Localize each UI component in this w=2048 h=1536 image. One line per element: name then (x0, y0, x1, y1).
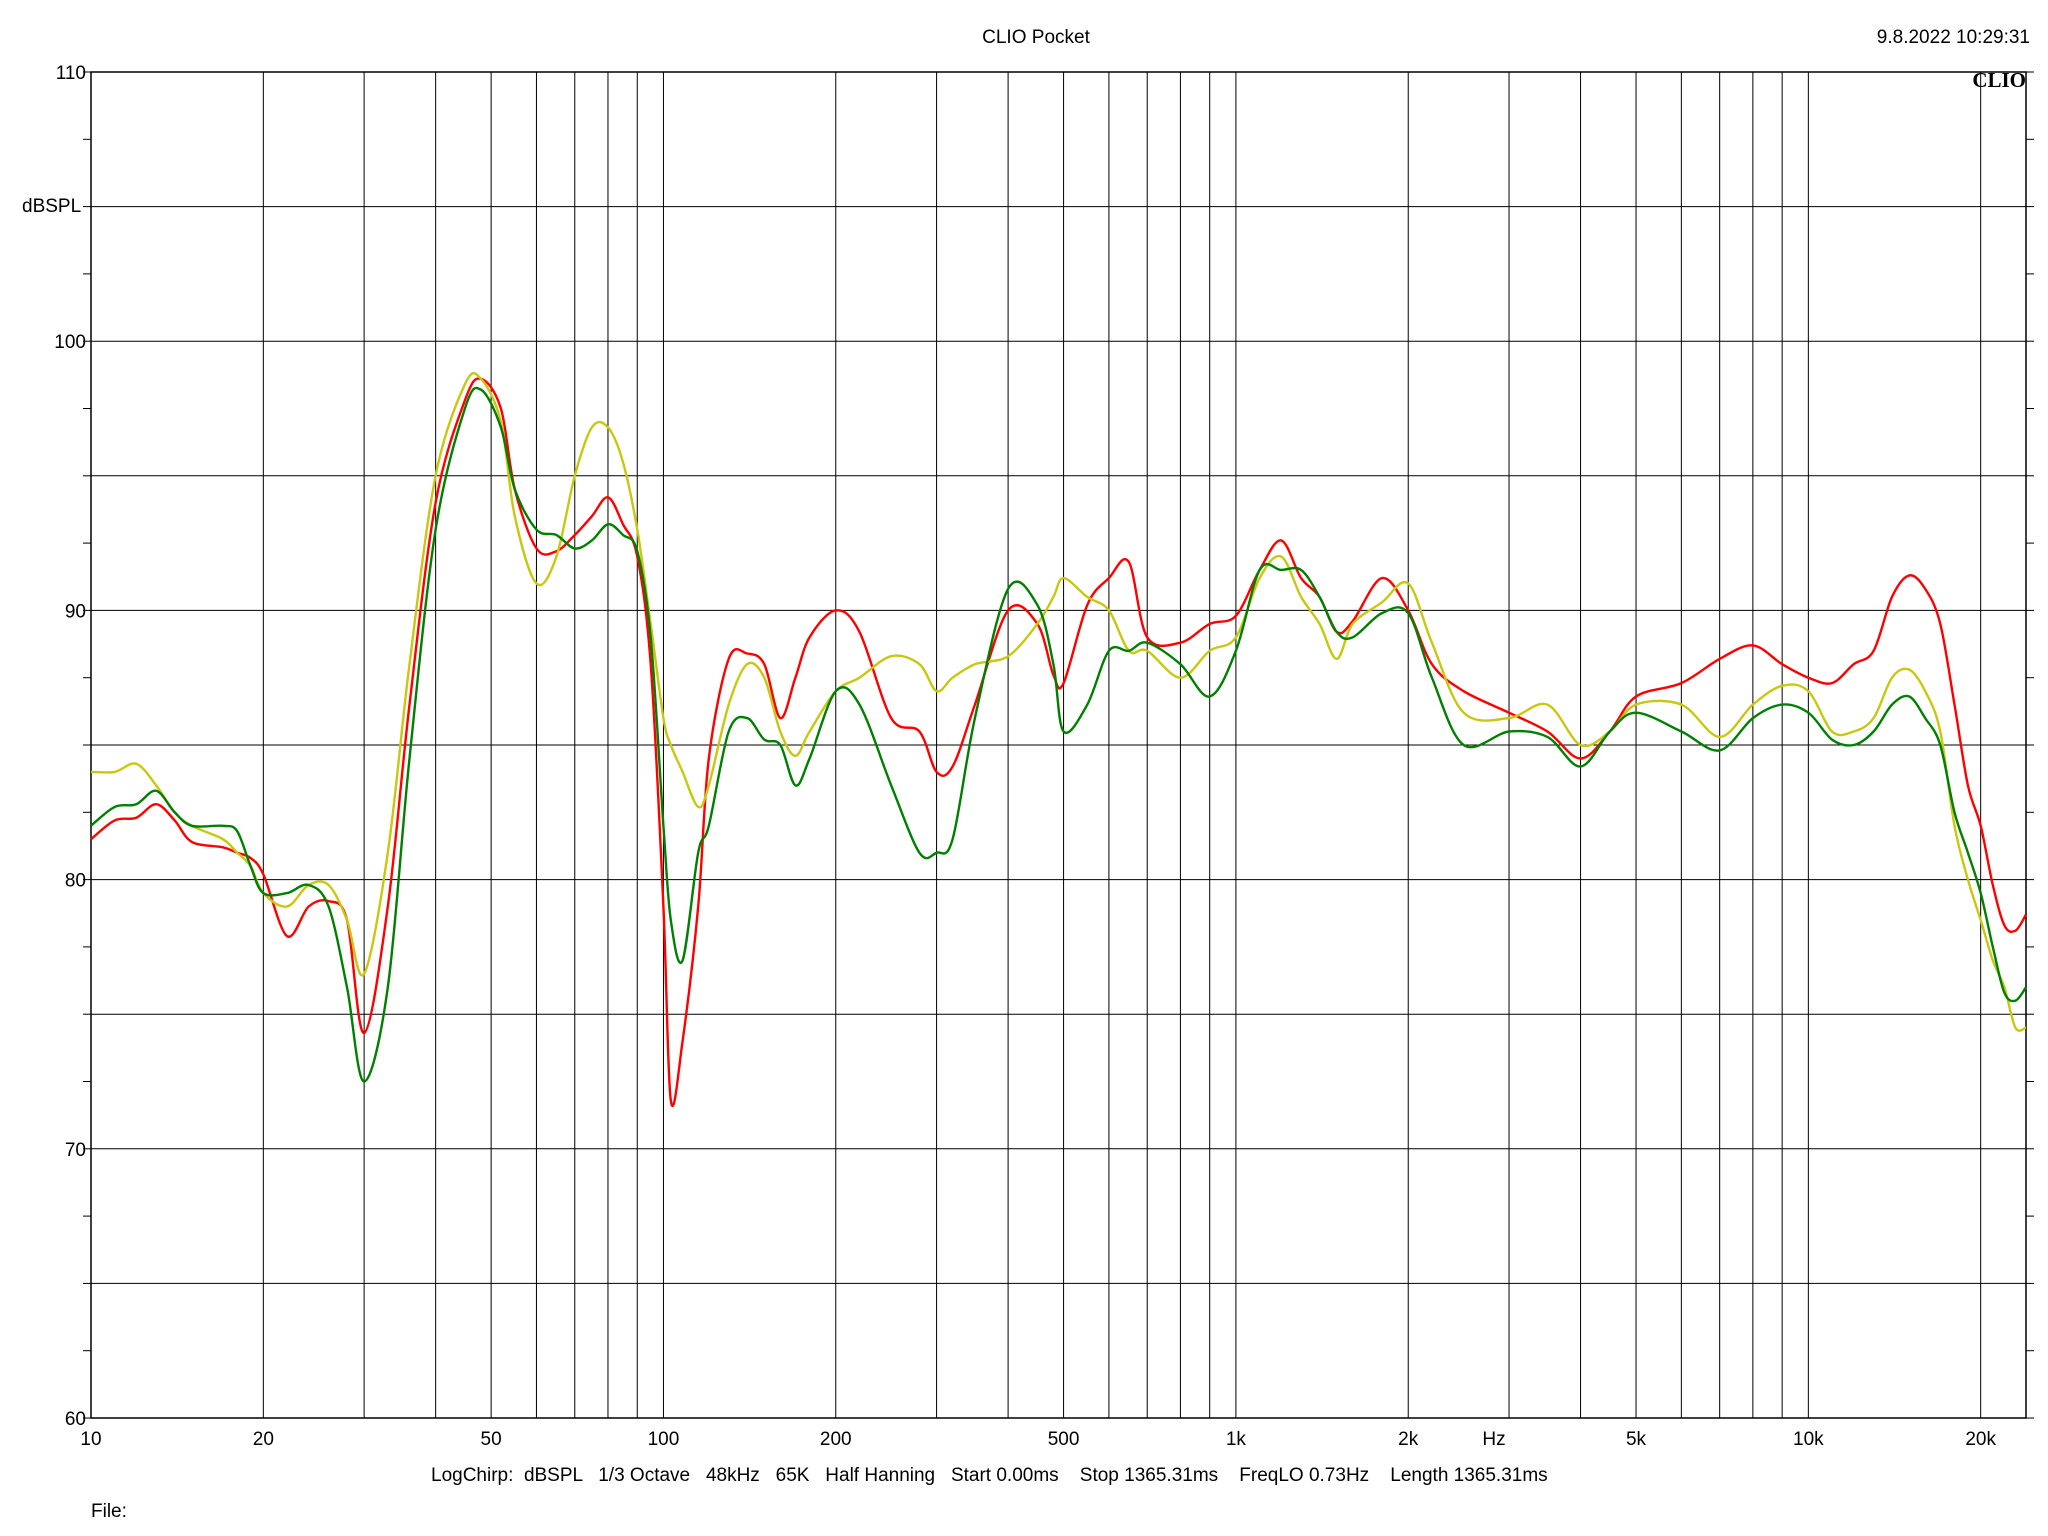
y-axis-label: dBSPL (22, 196, 81, 217)
grid (83, 71, 2034, 1419)
file-label: File: (91, 1501, 127, 1522)
y-tick-label: 70 (65, 1140, 86, 1161)
x-tick-label: 20k (1965, 1429, 1996, 1450)
measurement-settings: LogChirp: dBSPL 1/3 Octave 48kHz 65K Hal… (431, 1465, 1548, 1486)
clio-logo: CLIO (1972, 68, 2026, 92)
y-tick-label: 90 (65, 601, 86, 622)
tick-labels: 10 20 50 100 200 500 1k 2k 5k 10k 20k 60 70 80 90 100 11… (54, 63, 1996, 1450)
series-line-2 (90, 371, 2027, 1032)
x-tick-label: 50 (481, 1429, 502, 1450)
x-tick-label: 10k (1793, 1429, 1824, 1450)
x-tick-label: 200 (820, 1429, 852, 1450)
x-tick-label: 20 (253, 1429, 274, 1450)
series-line-3 (90, 386, 2027, 1083)
x-tick-label: 5k (1626, 1429, 1647, 1450)
y-tick-label: 110 (56, 63, 86, 84)
y-tick-label: 100 (54, 332, 86, 353)
x-tick-label: 500 (1048, 1429, 1080, 1450)
x-tick-label: 10 (80, 1429, 101, 1450)
x-axis-label: Hz (1482, 1429, 1505, 1450)
x-tick-label: 1k (1226, 1429, 1247, 1450)
series-line-1 (90, 377, 2028, 1108)
x-tick-label: 2k (1398, 1429, 1419, 1450)
x-tick-label: 100 (648, 1429, 680, 1450)
timestamp: 9.8.2022 10:29:31 (1877, 27, 2030, 48)
series-group (90, 371, 2028, 1108)
y-tick-label: 80 (65, 871, 86, 892)
chart-title: CLIO Pocket (982, 27, 1090, 48)
plot-frame (90, 71, 2027, 1419)
y-tick-label: 60 (65, 1409, 86, 1430)
